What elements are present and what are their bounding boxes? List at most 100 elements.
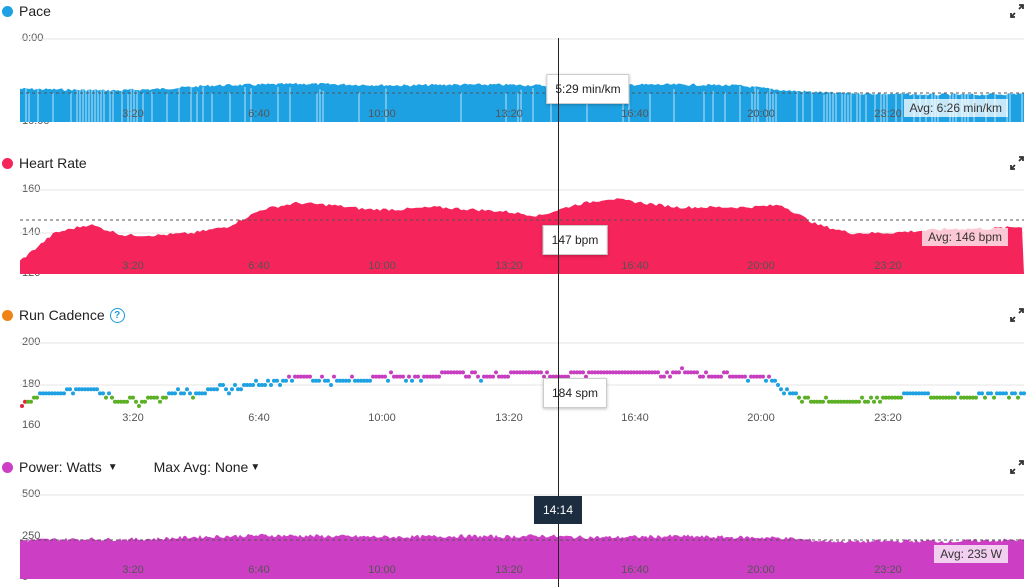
power-title: Power: Watts ▼ Max Avg: None ▼ [0, 456, 260, 478]
cadence-point [134, 399, 138, 404]
help-icon[interactable]: ? [109, 307, 125, 323]
cadence-point [653, 370, 657, 375]
expand-icon[interactable] [1010, 4, 1024, 18]
cadence-point [95, 387, 99, 392]
cadence-point [818, 399, 822, 404]
cadence-point [104, 395, 108, 400]
cadence-point [575, 370, 579, 375]
x-tick-label: 20:00 [747, 108, 775, 120]
expand-icon[interactable] [1010, 308, 1024, 322]
cadence-point [449, 370, 453, 375]
cadence-point [248, 383, 252, 387]
cadence-point [974, 395, 978, 400]
cadence-point [755, 374, 759, 379]
x-tick-label: 16:40 [621, 564, 649, 576]
cadence-point [731, 374, 735, 379]
cadence-point [437, 374, 441, 379]
cadence-point [539, 370, 543, 375]
cadence-point [566, 374, 570, 379]
cadence-point [764, 378, 768, 383]
cadence-point [614, 370, 618, 375]
cadence-point [1010, 391, 1014, 396]
cadence-point [257, 383, 261, 387]
cadence-point [362, 378, 366, 383]
cadence-point [1004, 391, 1008, 396]
cadence-point [158, 399, 162, 404]
cadence-point [671, 370, 675, 375]
cadence-point [293, 374, 297, 379]
cadence-point [851, 399, 855, 404]
cadence-point [980, 391, 984, 396]
cadence-point [890, 395, 894, 400]
cadence-point [743, 374, 747, 379]
cadence-point [479, 378, 483, 383]
cadence-point [860, 395, 864, 400]
cadence-point [308, 374, 312, 379]
x-tick-label: 10:00 [368, 412, 396, 424]
cadence-point [965, 395, 969, 400]
x-tick-label: 6:40 [248, 564, 270, 576]
cadence-point [971, 395, 975, 400]
cadence-point [677, 370, 681, 375]
x-tick-label: 10:00 [368, 564, 396, 576]
x-tick-label: 3:20 [122, 564, 144, 576]
chevron-down-icon[interactable]: ▼ [250, 461, 261, 473]
cadence-point [98, 391, 102, 396]
cadence-point [287, 374, 291, 379]
cadence-point [725, 370, 729, 375]
cadence-point [791, 391, 795, 396]
cadence-point [869, 395, 873, 400]
cadence-point [29, 399, 33, 404]
power-chart[interactable] [0, 456, 1030, 587]
cadence-point [617, 370, 621, 375]
cadence-point [995, 391, 999, 396]
pace-tooltip: 5:29 min/km [546, 74, 630, 104]
cadence-point [878, 399, 882, 404]
pace-ytick-top: 0:00 [22, 32, 44, 44]
cadence-point [914, 391, 918, 396]
cadence-point [368, 378, 372, 383]
cadence-point [455, 370, 459, 375]
expand-icon[interactable] [1010, 460, 1024, 474]
cadence-point [719, 374, 723, 379]
cadence-point [587, 370, 591, 375]
cadence-point [206, 387, 210, 392]
x-tick-label: 13:20 [495, 108, 523, 120]
expand-icon[interactable] [1010, 156, 1024, 170]
cadence-point [197, 391, 201, 396]
cadence-point [572, 370, 576, 375]
heart-rate-chart[interactable] [0, 152, 1030, 282]
cadence-point [815, 399, 819, 404]
cadence-point [590, 370, 594, 375]
cadence-point [902, 391, 906, 396]
cadence-point [488, 374, 492, 379]
cadence-point [650, 370, 654, 375]
cadence-point [809, 399, 813, 404]
cadence-point [458, 370, 462, 375]
cadence-point [299, 374, 303, 379]
cadence-point [131, 395, 135, 400]
cadence-point [275, 378, 279, 383]
cadence-point [470, 370, 474, 375]
chevron-down-icon[interactable]: ▼ [107, 461, 118, 473]
cadence-point [782, 391, 786, 396]
pace-avg-label: Avg: 6:26 min/km [903, 99, 1008, 117]
cadence-point [38, 391, 42, 396]
x-tick-label: 10:00 [368, 108, 396, 120]
cadence-point [227, 391, 231, 396]
x-tick-label: 16:40 [621, 108, 649, 120]
cadence-point [908, 391, 912, 396]
cadence-point [365, 378, 369, 383]
x-tick-label: 10:00 [368, 260, 396, 272]
x-tick-label: 23:20 [874, 564, 902, 576]
power-metric-dropdown[interactable]: Power: Watts [19, 459, 102, 475]
cadence-point [563, 374, 567, 379]
cadence-point [317, 378, 321, 383]
cadence-point [68, 387, 72, 392]
cadence-point [989, 391, 993, 396]
max-avg-dropdown[interactable]: Max Avg: None [153, 459, 249, 475]
cadence-point [101, 391, 105, 396]
cadence-point [152, 395, 156, 400]
cadence-point [74, 387, 78, 392]
cadence-point [164, 395, 168, 400]
